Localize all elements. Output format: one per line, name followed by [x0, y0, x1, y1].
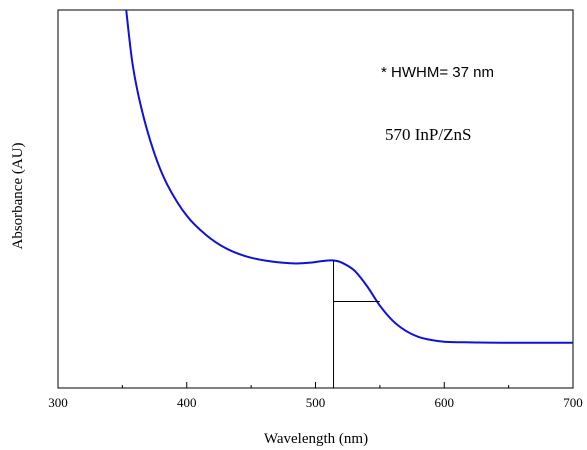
hwhm-annotation: * HWHM= 37 nm	[381, 64, 494, 81]
series-layer	[125, 9, 574, 344]
x-axis-tick-labels: 300 400 500 600 700	[48, 395, 583, 410]
x-tick-label: 500	[306, 395, 326, 410]
x-axis-ticks	[57, 382, 574, 388]
sample-annotation: 570 InP/ZnS	[385, 125, 471, 144]
x-tick-label: 300	[48, 395, 68, 410]
plot-frame	[57, 9, 574, 389]
x-tick-label: 600	[435, 395, 455, 410]
x-tick-label: 700	[563, 395, 583, 410]
hwhm-marker	[333, 260, 380, 388]
absorbance-series-line	[125, 9, 574, 344]
x-tick-label: 400	[177, 395, 197, 410]
y-axis-label: Absorbance (AU)	[10, 142, 26, 249]
x-axis-label: Wavelength (nm)	[264, 431, 368, 447]
